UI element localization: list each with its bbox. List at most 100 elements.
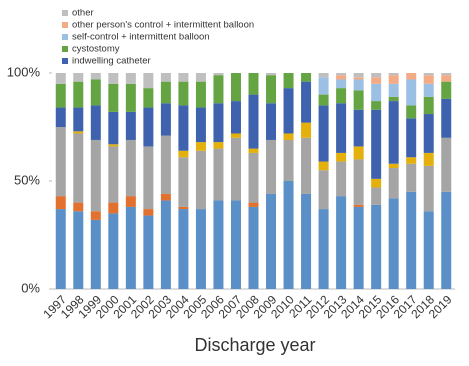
bar-segment [353,146,364,160]
bar-segment [55,107,66,127]
bar-segment [143,209,154,216]
bar-segment [423,165,434,212]
bar-segment [371,83,382,102]
bar-segment [353,159,364,205]
bar-segment [108,202,119,214]
bar-segment [423,83,434,97]
bar-segment [160,193,171,201]
bar-segment [371,101,382,110]
bar-segment [301,193,312,289]
bar-segment [388,101,399,164]
bar-segment [160,103,171,136]
bar-segment [160,135,171,194]
bar-segment [178,81,189,106]
bar-segment [143,146,154,210]
bar-segment [213,200,224,289]
bar-segment [441,137,452,192]
bar-segment [230,137,241,201]
bar-segment [301,81,312,123]
bar-segment [230,133,241,138]
bar-segment [371,109,382,179]
bar-segment [73,202,84,212]
bar-segment [213,73,224,76]
legend-label: other [72,8,94,19]
bar-segment [406,79,417,106]
bar-segment [55,127,66,197]
bar-segment [125,196,136,207]
bar-segment [248,94,259,149]
bar-segment [353,79,364,91]
bar-segment [213,103,224,143]
bar-segment [108,83,119,112]
bar-segment [73,133,84,203]
bar-segment [125,139,136,197]
bar-segment [125,206,136,289]
bar-segment [353,109,364,147]
bar-segment [108,111,119,145]
bar-segment [248,202,259,207]
bar-segment [388,168,399,199]
bar-segment [318,105,329,162]
bar-segment [90,219,101,289]
bar-segment [90,211,101,220]
bar-segment [143,88,154,108]
bar-segment [213,75,224,104]
bar-segment [160,73,171,82]
bar-segment [371,178,382,188]
bar-segment [178,105,189,151]
bar-segment [371,204,382,289]
bar-segment [248,73,259,95]
bar-segment [230,200,241,289]
bar-segment [90,139,101,212]
bar-segment [160,200,171,289]
bar-segment [230,73,241,102]
bar-segment [195,81,206,108]
bar-segment [301,73,312,82]
bar-segment [283,133,294,140]
legend-label: cystostomy [72,44,120,55]
bar-segment [195,73,206,82]
bar-segment [406,118,417,158]
bar-segment [55,73,66,84]
bar-segment [336,79,347,89]
bar-segment [266,75,277,104]
bar-segment [108,73,119,84]
bar-segment [353,77,364,80]
bar-segment [178,157,189,207]
bar-segment [371,73,382,78]
bar-segment [353,90,364,110]
bar-segment [406,73,417,80]
bar-segment [371,77,382,84]
bar-segment [125,73,136,84]
bar-segment [406,163,417,192]
bar-segment [108,213,119,289]
bar-segment [230,101,241,134]
bar-segment [406,157,417,164]
bar-segment [441,98,452,138]
bar-segment [195,209,206,289]
bar-segment [336,75,347,80]
bar-segment [423,73,434,76]
bar-segment [55,196,66,210]
bar-segment [336,88,347,104]
bar-segment [318,161,329,171]
bar-segment [160,81,171,104]
y-tick-label: 50% [14,172,40,187]
bar-segment [423,96,434,115]
legend-label: other person's control + intermittent ba… [72,20,254,31]
bar-segment [178,206,189,210]
legend-swatch [62,58,68,64]
bar-segment [318,209,329,289]
bar-segment [178,209,189,289]
bar-segment [248,148,259,153]
bar-segment [283,73,294,89]
bar-segment [406,105,417,119]
bar-segment [441,73,452,76]
legend-label: self-control + intermittent balloon [72,32,210,43]
bar-segment [73,73,84,82]
bar-segment [336,103,347,153]
legend-swatch [62,10,68,16]
bar-segment [213,142,224,149]
bar-segment [388,75,399,84]
bar-segment [248,152,259,203]
